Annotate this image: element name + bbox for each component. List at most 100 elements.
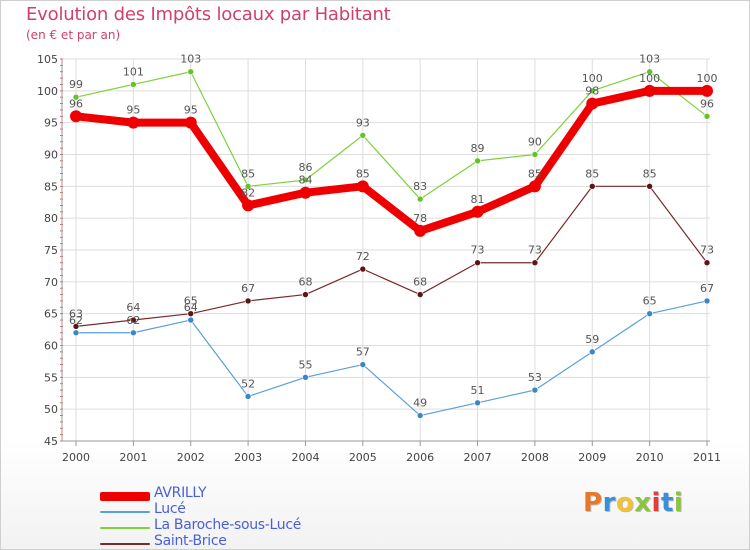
data-point-luc [646,310,653,317]
data-point-avrilly [184,116,197,129]
data-label-saint-brice: 68 [413,276,427,289]
data-label-luc: 49 [413,397,427,410]
legend-swatch [100,543,150,545]
legend-label: AVRILLY [154,485,207,501]
logo-letter: t [660,488,674,518]
data-label-avrilly: 78 [413,212,427,225]
data-point-avrilly [643,84,656,97]
data-label-saint-brice: 63 [69,307,83,320]
data-point-saint-brice [531,259,539,267]
x-tick-label: 2011 [693,451,721,464]
data-label-avrilly: 100 [639,72,660,85]
data-point-avrilly [127,116,140,129]
y-tick-label: 70 [44,276,58,289]
data-label-saint-brice: 73 [700,244,714,257]
data-label-luc: 62 [69,314,83,327]
data-point-avrilly [586,97,599,110]
x-tick-label: 2010 [636,451,664,464]
data-label-saint-brice: 85 [585,167,599,180]
legend-label: La Baroche-sous-Lucé [154,517,302,533]
x-tick-label: 2009 [578,451,606,464]
data-point-la-baroche-sous-luc [244,183,252,190]
legend-label: Saint-Brice [154,533,227,549]
x-tick-label: 2001 [119,451,147,464]
data-point-la-baroche-sous-luc [359,132,367,139]
data-label-saint-brice: 65 [184,295,198,308]
data-point-luc [531,386,539,394]
data-point-luc [588,348,596,356]
data-label-luc: 55 [298,358,312,371]
data-label-avrilly: 85 [356,167,370,180]
data-point-la-baroche-sous-luc [416,195,424,203]
data-label-la-baroche-sous-luc: 83 [413,180,427,193]
data-label-la-baroche-sous-luc: 100 [582,72,603,85]
data-label-saint-brice: 68 [298,276,312,289]
data-label-luc: 67 [700,282,714,295]
data-point-la-baroche-sous-luc [187,68,195,76]
data-label-avrilly: 96 [69,97,83,110]
data-point-luc [302,374,309,381]
data-label-luc: 57 [356,346,370,359]
data-label-avrilly: 85 [528,167,542,180]
x-tick-label: 2000 [62,451,90,464]
logo-letter: i [673,488,684,518]
data-point-saint-brice [588,183,596,190]
legend-label: Lucé [154,501,186,517]
data-point-avrilly [414,224,427,237]
logo-letter: r [602,488,616,518]
series-line-saint-brice [75,185,708,327]
data-label-la-baroche-sous-luc: 90 [528,136,542,149]
data-label-luc: 59 [585,333,599,346]
data-label-avrilly: 98 [585,85,599,98]
data-point-avrilly [70,110,82,123]
data-point-avrilly [701,84,713,97]
data-label-la-baroche-sous-luc: 86 [298,161,312,174]
data-point-la-baroche-sous-luc [646,68,653,76]
data-point-avrilly [528,180,541,193]
data-point-la-baroche-sous-luc [302,176,309,184]
y-tick-label: 100 [37,85,58,98]
data-point-saint-brice [474,259,481,267]
data-point-luc [359,361,367,368]
data-point-saint-brice [302,291,309,298]
legend-swatch [100,511,150,513]
data-label-avrilly: 95 [184,104,198,117]
data-point-luc [416,412,424,419]
x-tick-label: 2004 [291,451,319,464]
data-point-la-baroche-sous-luc [130,81,137,88]
data-label-avrilly: 82 [241,186,255,199]
data-label-saint-brice: 73 [471,244,485,257]
series-line-avrilly [72,86,711,235]
data-point-luc [130,329,137,337]
data-point-saint-brice [416,291,424,298]
logo-letter: i [651,488,661,518]
proxiti-logo: Proxiti [583,488,683,518]
data-label-la-baroche-sous-luc: 96 [700,97,714,110]
x-tick-label: 2003 [234,451,262,464]
data-label-saint-brice: 67 [241,282,255,295]
data-label-saint-brice: 72 [356,250,370,263]
y-tick-label: 95 [44,117,58,130]
data-label-saint-brice: 64 [126,301,140,314]
legend-swatch [100,527,150,529]
data-point-saint-brice [130,316,137,324]
y-tick-label: 45 [44,435,58,448]
data-label-luc: 53 [528,371,542,384]
logo-letter: o [615,488,635,518]
data-point-saint-brice [703,259,711,267]
data-point-luc [703,297,711,305]
data-label-luc: 62 [126,314,140,327]
data-point-saint-brice [359,265,367,273]
data-point-la-baroche-sous-luc [703,113,711,120]
data-point-avrilly [356,180,369,193]
data-point-saint-brice [187,310,195,317]
y-tick-label: 65 [44,308,58,321]
data-point-la-baroche-sous-luc [72,93,80,101]
x-tick-label: 2002 [177,451,205,464]
data-label-luc: 65 [643,295,657,308]
data-point-la-baroche-sous-luc [474,157,481,165]
data-point-luc [72,329,80,337]
data-label-la-baroche-sous-luc: 101 [123,65,144,78]
logo-letter: x [634,488,652,518]
